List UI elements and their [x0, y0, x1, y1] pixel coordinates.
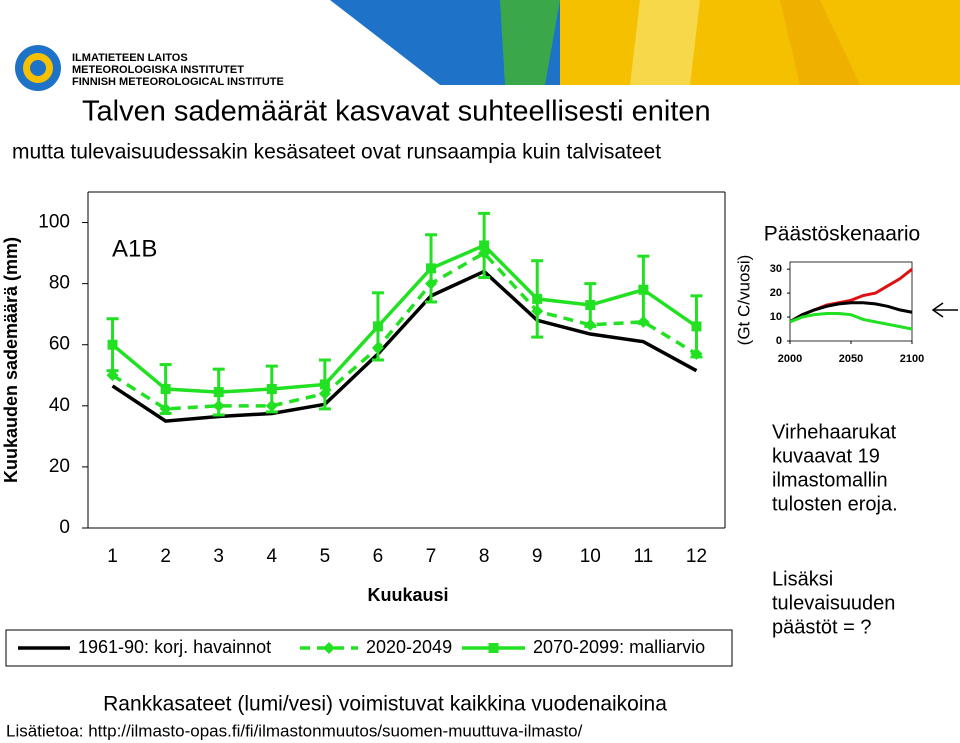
subtitle: mutta tulevaisuudessakin kesäsateet ovat… — [12, 141, 661, 164]
y-tick-label: 20 — [49, 456, 70, 477]
arrow — [931, 302, 958, 318]
marker — [160, 384, 171, 395]
series-line — [789, 311, 913, 331]
x-tick-label: 2000 — [778, 353, 802, 365]
marker — [691, 321, 702, 332]
marker — [213, 387, 224, 398]
series-line — [111, 269, 698, 423]
note-line: tulevaisuuden — [772, 592, 895, 614]
marker — [638, 284, 649, 295]
banner — [330, 0, 960, 85]
x-tick-label: 6 — [373, 546, 384, 567]
x-tick-label: 2050 — [839, 353, 863, 365]
x-tick-label: 3 — [213, 546, 224, 567]
marker — [532, 293, 543, 304]
marker — [585, 300, 596, 311]
marker — [479, 240, 490, 251]
x-tick-label: 5 — [320, 546, 331, 567]
footer-headline: Rankkasateet (lumi/vesi) voimistuvat kai… — [103, 693, 667, 716]
series-line — [111, 243, 698, 394]
note-line: Virhehaarukat — [772, 421, 897, 443]
y-tick-label: 0 — [59, 517, 70, 538]
y-tick-label: 20 — [770, 287, 782, 299]
marker — [107, 339, 118, 350]
inset-y-label: (Gt C/vuosi) — [734, 255, 753, 346]
x-tick-label: 9 — [532, 546, 543, 567]
legend-label: 2070-2099: malliarvio — [533, 637, 705, 657]
y-tick-label: 80 — [49, 273, 70, 294]
title: Talven sademäärät kasvavat suhteellisest… — [82, 96, 711, 128]
y-tick-label: 40 — [49, 395, 70, 416]
marker — [266, 384, 277, 395]
annotation: A1B — [112, 235, 157, 262]
series-line — [789, 301, 913, 324]
inset-title: Päästöskenaario — [764, 223, 920, 246]
y-tick-label: 0 — [776, 335, 782, 347]
y-tick-label: 100 — [38, 212, 70, 233]
x-tick-label: 12 — [686, 546, 707, 567]
logo-text: FINNISH METEOROLOGICAL INSTITUTE — [72, 76, 284, 88]
note-line: ilmastomallin — [772, 469, 888, 491]
marker — [426, 263, 437, 274]
x-tick-label: 4 — [267, 546, 278, 567]
y-tick-label: 60 — [49, 334, 70, 355]
x-tick-label: 1 — [107, 546, 118, 567]
legend-label: 1961-90: korj. havainnot — [78, 637, 271, 657]
legend-marker — [323, 642, 335, 654]
x-tick-label: 2100 — [900, 353, 924, 365]
y-tick-label: 30 — [770, 263, 782, 275]
x-axis-label: Kuukausi — [367, 585, 448, 605]
marker — [319, 379, 330, 390]
logo-mark — [15, 45, 61, 91]
logo-text: METEOROLOGISKA INSTITUTET — [72, 64, 244, 76]
x-tick-label: 11 — [634, 546, 654, 567]
note-line: Lisäksi — [772, 568, 833, 590]
series-line — [111, 250, 698, 411]
legend-marker — [488, 643, 499, 653]
note-line: päästöt = ? — [772, 616, 872, 638]
x-tick-label: 2 — [160, 546, 171, 567]
y-tick-label: 10 — [770, 311, 782, 323]
logo-text: ILMATIETEEN LAITOS — [72, 52, 188, 64]
legend-box — [5, 629, 733, 667]
note-line: tulosten eroja. — [772, 493, 898, 515]
marker — [106, 369, 119, 382]
legend-label: 2020-2049 — [366, 637, 452, 657]
note-line: kuvaavat 19 — [772, 445, 880, 467]
x-tick-label: 10 — [580, 546, 601, 567]
marker — [372, 321, 383, 332]
y-axis-label: Kuukauden sademäärä (mm) — [1, 237, 21, 483]
footer-link: Lisätietoa: http://ilmasto-opas.fi/fi/il… — [6, 721, 583, 740]
x-tick-label: 8 — [479, 546, 490, 567]
x-tick-label: 7 — [426, 546, 437, 567]
